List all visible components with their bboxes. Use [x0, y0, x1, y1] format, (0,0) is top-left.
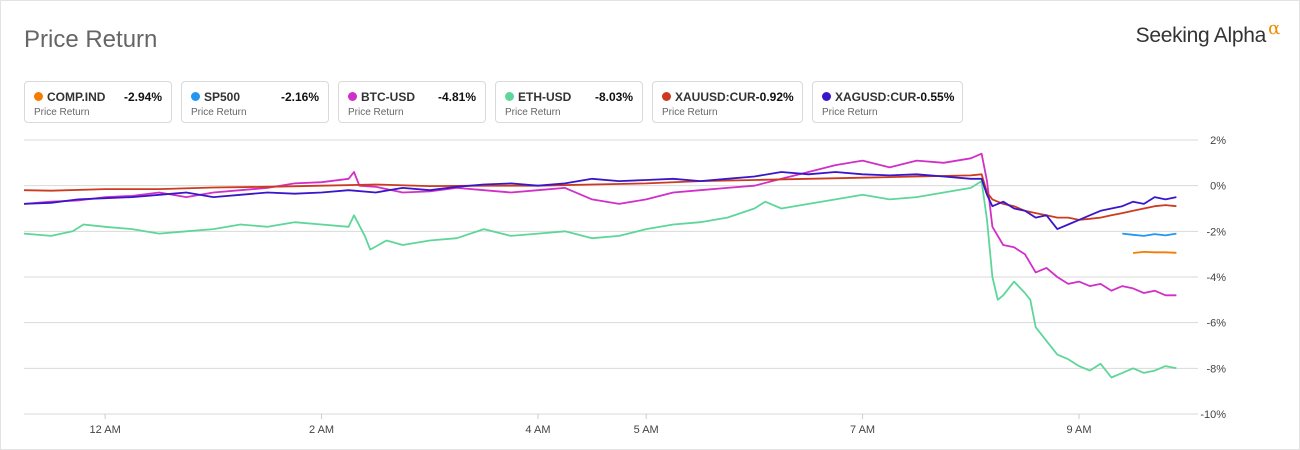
legend-chip-sp500[interactable]: SP500 -2.16% Price Return [181, 81, 329, 123]
series-color-dot-icon [662, 92, 671, 101]
legend: COMP.IND -2.94% Price Return SP500 -2.16% Pri… [24, 81, 963, 123]
legend-series-value: -0.55% [916, 89, 955, 104]
x-tick-label: 4 AM [525, 424, 550, 436]
legend-chip-row: SP500 -2.16% [191, 89, 319, 104]
legend-series-value: -2.94% [123, 89, 162, 104]
grid-lines [24, 139, 1198, 415]
y-tick-label: -2% [1206, 226, 1226, 238]
page-title: Price Return [24, 26, 158, 53]
y-tick-label: 0% [1210, 181, 1226, 193]
series-color-dot-icon [822, 92, 831, 101]
legend-series-value: -8.03% [594, 89, 633, 104]
legend-series-subtitle: Price Return [34, 107, 90, 118]
legend-series-value: -2.16% [280, 89, 319, 104]
x-tick-label: 2 AM [309, 424, 334, 436]
series-line-sp500 [1122, 232, 1177, 237]
legend-chip-row: BTC-USD -4.81% [348, 89, 476, 104]
series-line-xauusd-cur [23, 173, 1177, 221]
legend-series-name: XAGUSD:CUR [835, 89, 917, 104]
y-tick-label: -4% [1206, 272, 1226, 284]
legend-chip-btc-usd[interactable]: BTC-USD -4.81% Price Return [338, 81, 486, 123]
alpha-mark: α [1268, 18, 1280, 39]
legend-chip-row: XAUUSD:CUR -0.92% [662, 89, 794, 104]
brand-logo: Seeking Alpha α [1135, 18, 1281, 48]
y-tick-label: -8% [1206, 363, 1226, 375]
legend-series-subtitle: Price Return [348, 107, 404, 118]
legend-chip-xagusd-cur[interactable]: XAGUSD:CUR -0.55% Price Return [812, 81, 963, 123]
x-axis-ticks: 12 AM 2 AM 4 AM 5 AM 7 AM 9 AM [90, 414, 1092, 436]
series-color-dot-icon [191, 92, 200, 101]
y-tick-label: 2% [1210, 135, 1226, 147]
legend-series-name: BTC-USD [361, 89, 415, 104]
x-tick-label: 7 AM [850, 424, 875, 436]
y-tick-label: -6% [1206, 318, 1226, 330]
legend-series-name: SP500 [204, 89, 241, 104]
y-tick-label: -10% [1200, 409, 1226, 421]
x-tick-label: 12 AM [90, 424, 121, 436]
brand-name: Seeking Alpha [1135, 24, 1267, 47]
legend-chip-comp-ind[interactable]: COMP.IND -2.94% Price Return [24, 81, 172, 123]
series-line-btc-usd [23, 152, 1177, 297]
legend-series-name: XAUUSD:CUR [675, 89, 756, 104]
legend-series-value: -4.81% [437, 89, 476, 104]
y-axis-ticks: 2% 0% -2% -4% -6% -8% -10% [1200, 135, 1226, 421]
series-color-dot-icon [348, 92, 357, 101]
legend-chip-row: ETH-USD -8.03% [505, 89, 633, 104]
legend-series-value: -0.92% [755, 89, 794, 104]
legend-chip-row: COMP.IND -2.94% [34, 89, 162, 104]
legend-series-subtitle: Price Return [662, 107, 718, 118]
legend-series-name: COMP.IND [47, 89, 106, 104]
series-lines [23, 152, 1177, 379]
series-line-xagusd-cur [23, 171, 1177, 230]
legend-series-name: ETH-USD [518, 89, 572, 104]
series-color-dot-icon [505, 92, 514, 101]
series-line-eth-usd [23, 180, 1177, 379]
x-tick-label: 9 AM [1066, 424, 1091, 436]
legend-series-subtitle: Price Return [822, 107, 878, 118]
legend-chip-eth-usd[interactable]: ETH-USD -8.03% Price Return [495, 81, 643, 123]
x-tick-label: 5 AM [634, 424, 659, 436]
series-color-dot-icon [34, 92, 43, 101]
legend-series-subtitle: Price Return [505, 107, 561, 118]
legend-series-subtitle: Price Return [191, 107, 247, 118]
legend-chip-row: XAGUSD:CUR -0.55% [822, 89, 955, 104]
series-line-comp-ind [1133, 251, 1177, 254]
legend-chip-xauusd-cur[interactable]: XAUUSD:CUR -0.92% Price Return [652, 81, 803, 123]
